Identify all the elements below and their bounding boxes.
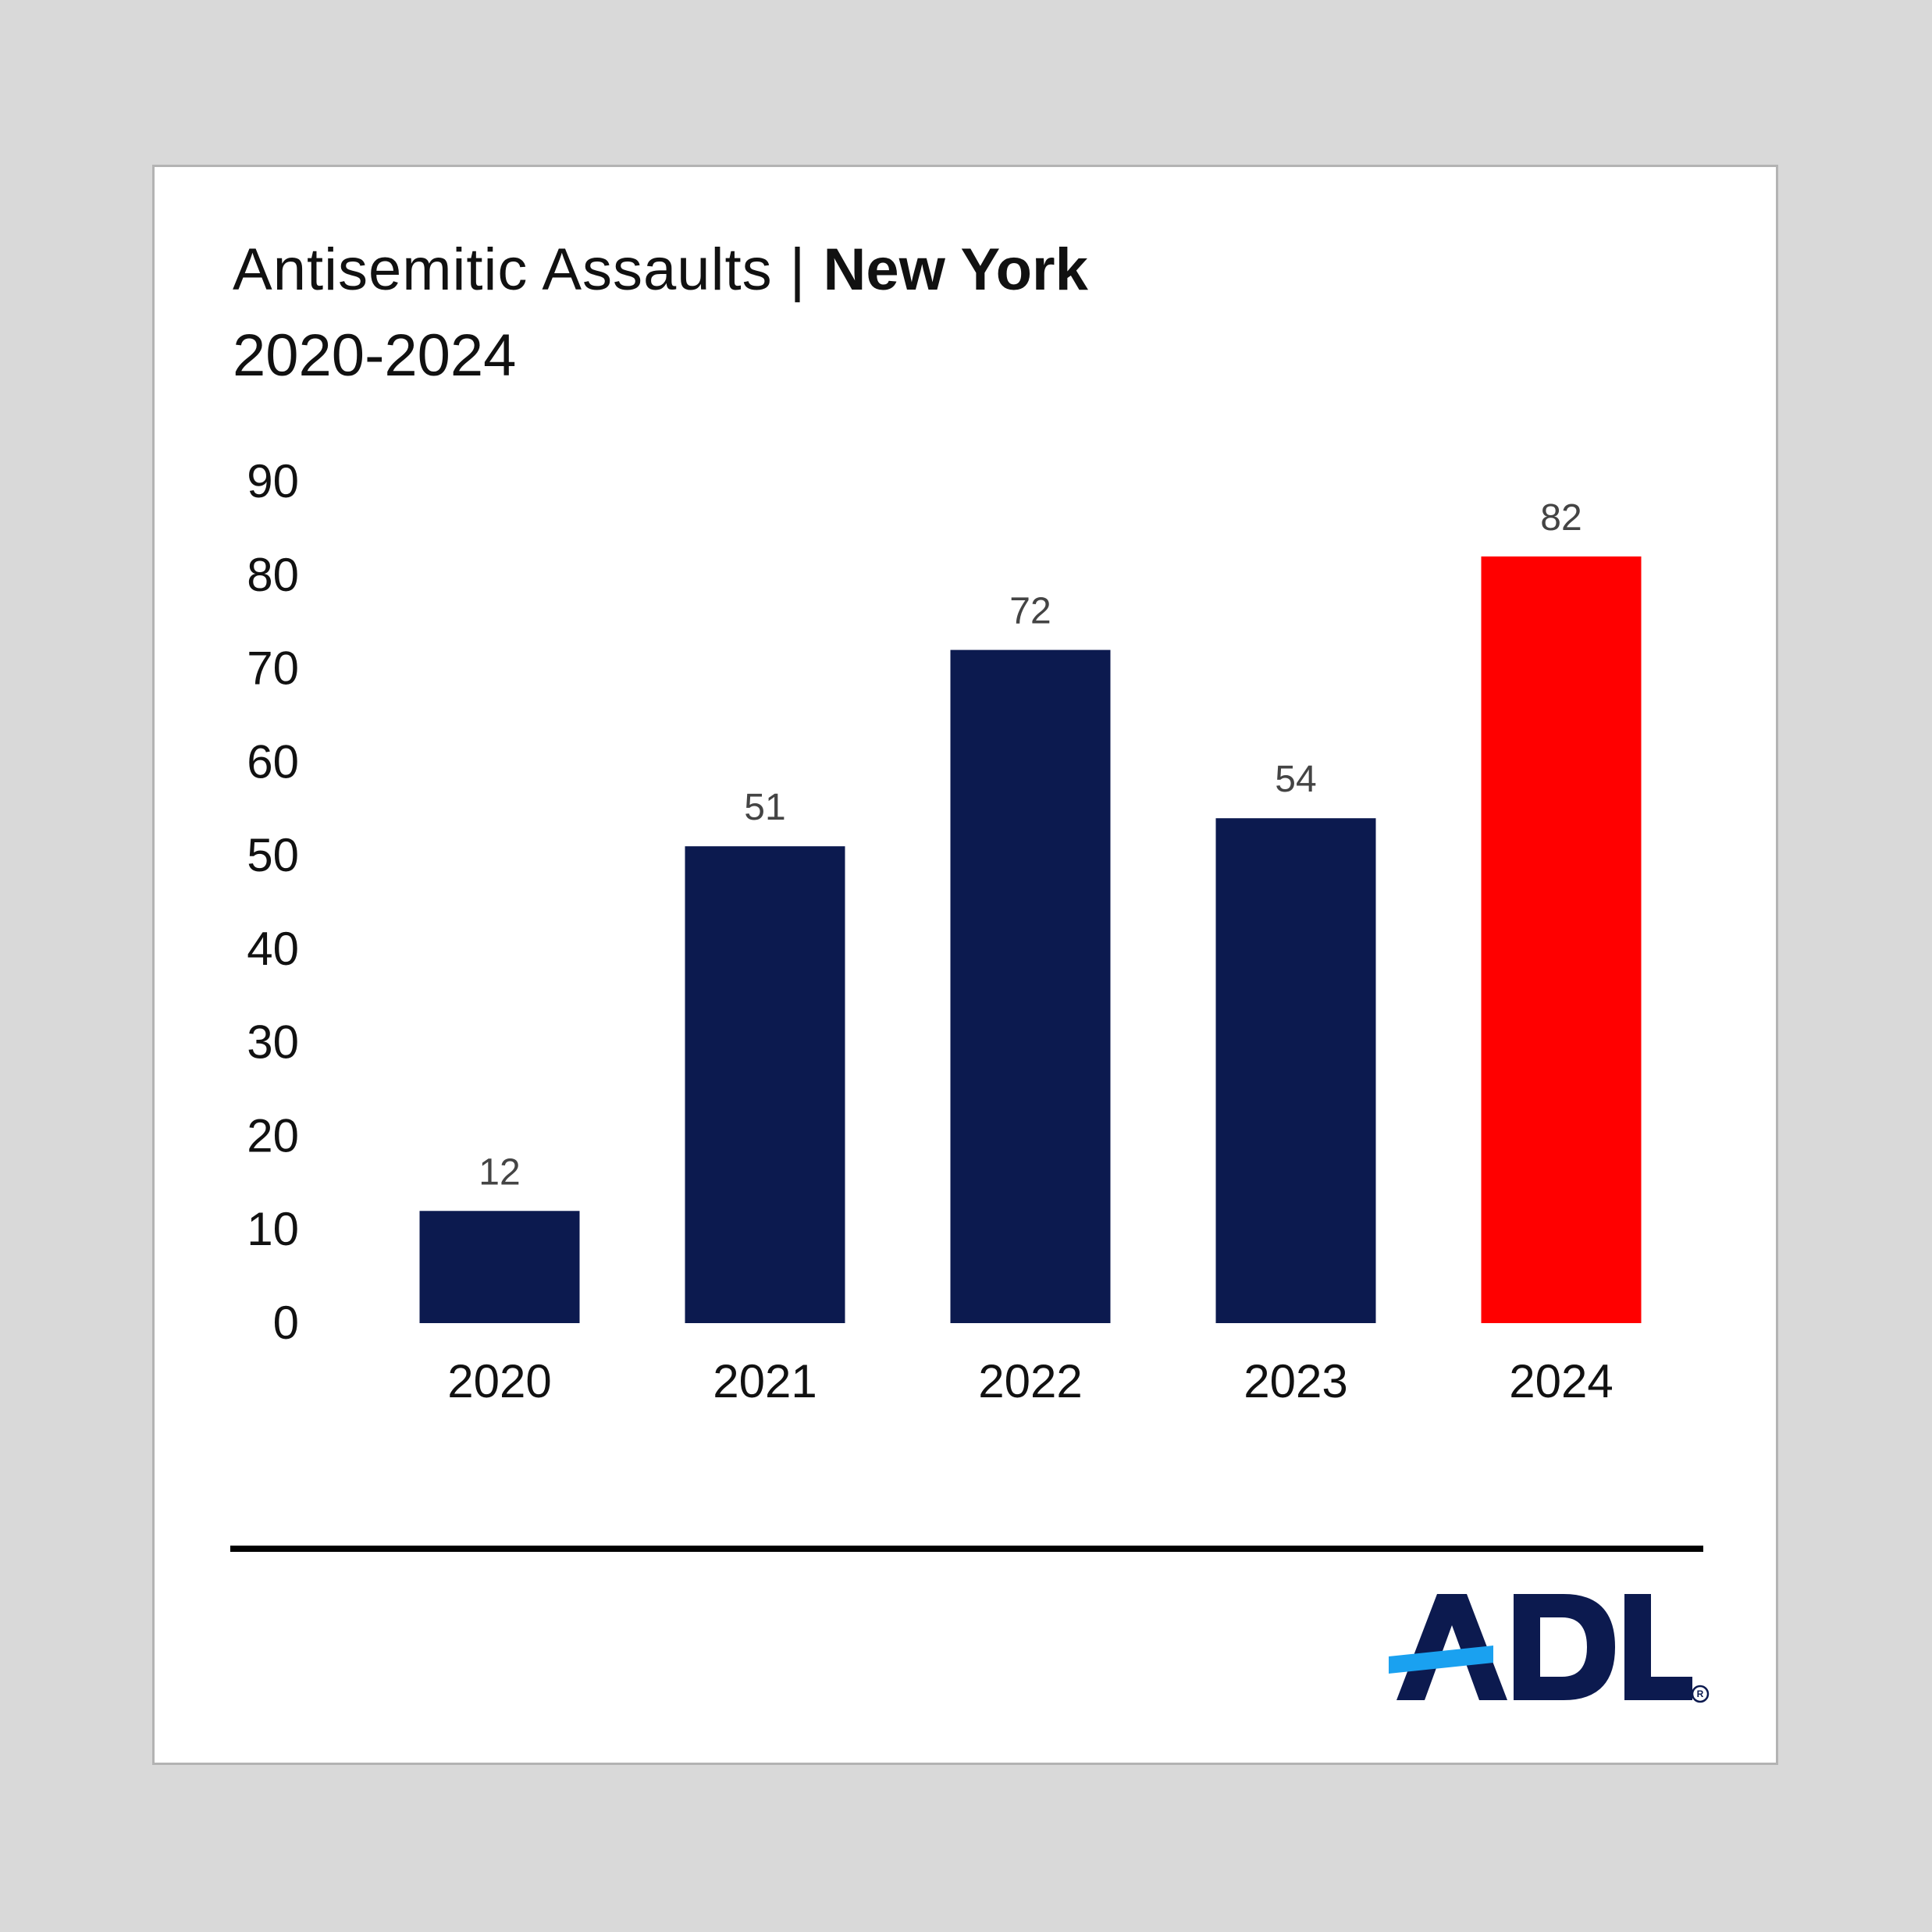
x-tick-label-2023: 2023	[1244, 1355, 1347, 1407]
y-tick-label: 20	[247, 1109, 299, 1162]
logo-letter-d	[1514, 1594, 1615, 1700]
x-tick-label-2022: 2022	[978, 1355, 1082, 1407]
y-tick-label: 60	[247, 735, 299, 788]
data-label-2020: 12	[479, 1151, 520, 1193]
y-tick-label: 30	[247, 1016, 299, 1069]
x-tick-label-2021: 2021	[713, 1355, 817, 1407]
footer-divider	[230, 1546, 1703, 1552]
y-tick-label: 50	[247, 829, 299, 881]
data-label-2023: 54	[1275, 759, 1316, 800]
data-label-2022: 72	[1009, 591, 1051, 632]
y-tick-label: 40	[247, 923, 299, 975]
y-tick-label: 70	[247, 642, 299, 695]
x-tick-label-2020: 2020	[447, 1355, 551, 1407]
logo-letter-l	[1624, 1594, 1692, 1700]
data-label-2024: 82	[1540, 497, 1582, 539]
bar-2024	[1482, 557, 1642, 1323]
y-tick-label: 0	[273, 1297, 299, 1349]
bar-2022	[951, 650, 1111, 1323]
bar-2023	[1216, 818, 1376, 1323]
y-tick-label: 80	[247, 549, 299, 601]
data-label-2021: 51	[744, 787, 785, 828]
bar-2020	[420, 1211, 580, 1323]
registered-mark-letter: R	[1697, 1688, 1704, 1699]
bar-2021	[685, 846, 845, 1323]
adl-logo: R	[1386, 1585, 1713, 1710]
y-tick-label: 10	[247, 1203, 299, 1255]
y-tick-label: 90	[247, 455, 299, 507]
x-tick-label-2024: 2024	[1509, 1355, 1613, 1407]
